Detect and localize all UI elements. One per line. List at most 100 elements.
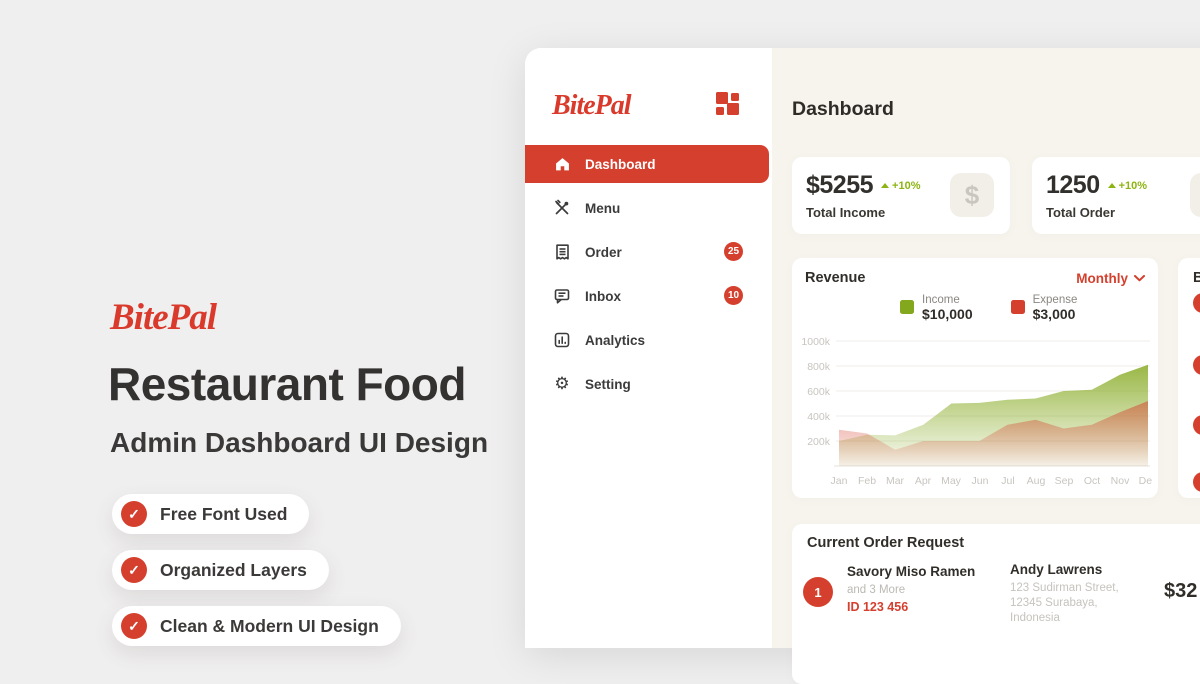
best-seller-title: Best Seller <box>1193 270 1200 286</box>
svg-text:400k: 400k <box>807 411 831 423</box>
promo-brand-logo: BitePal <box>110 297 217 338</box>
expense-area-series <box>839 401 1148 466</box>
revenue-area-chart: 1000k 800k 600k 400k 200k Jan Feb Mar Ap… <box>801 336 1152 487</box>
expense-swatch <box>1010 300 1025 314</box>
svg-text:Oct: Oct <box>1084 475 1100 487</box>
sidebar-item-order[interactable]: Order 25 <box>525 233 772 271</box>
gear-icon: ⚙ <box>554 374 570 394</box>
svg-text:May: May <box>941 475 962 487</box>
sidebar-item-label: Order <box>585 244 622 260</box>
sidebar-item-menu[interactable]: Menu <box>525 189 772 227</box>
stat-value: 1250 <box>1046 171 1100 199</box>
svg-text:200k: 200k <box>807 436 831 448</box>
legend-name: Income <box>922 294 960 306</box>
sidebar-item-label: Dashboard <box>585 156 656 172</box>
feature-badge: ✓ Organized Layers <box>112 550 329 590</box>
sidebar-item-analytics[interactable]: Analytics <box>525 321 772 359</box>
svg-text:Feb: Feb <box>858 475 876 487</box>
svg-text:Sep: Sep <box>1055 475 1074 487</box>
legend-value: $3,000 <box>1032 306 1076 322</box>
feature-badge: ✓ Clean & Modern UI Design <box>112 606 401 646</box>
feature-badge-label: Free Font Used <box>160 503 288 524</box>
svg-text:Jan: Jan <box>831 475 848 487</box>
feature-badge-label: Organized Layers <box>160 559 307 580</box>
rank-badge: 4 <box>1193 472 1200 492</box>
svg-text:600k: 600k <box>807 386 831 398</box>
svg-text:Aug: Aug <box>1027 475 1046 487</box>
legend-name: Expense <box>1032 294 1078 306</box>
home-icon <box>553 155 571 173</box>
sidebar-item-label: Setting <box>585 376 631 392</box>
dollar-icon: $ <box>950 173 994 217</box>
chat-icon <box>553 287 571 305</box>
order-rank-badge: 1 <box>803 577 833 607</box>
stat-card-total-order: 1250 +10% Total Order <box>1032 157 1200 234</box>
order-customer-address: 123 Sudirman Street, 12345 Surabaya, Ind… <box>1010 582 1119 624</box>
chart-legend: Income $10,000 Expense $3,000 <box>900 294 1077 322</box>
chevron-down-icon <box>1134 275 1145 282</box>
promo-subtitle: Admin Dashboard UI Design <box>110 427 489 458</box>
feature-badges: ✓ Free Font Used ✓ Organized Layers ✓ Cl… <box>112 494 401 646</box>
stat-card-total-income: $5255 +10% Total Income $ <box>792 157 1010 234</box>
legend-income: Income $10,000 <box>900 294 973 322</box>
sidebar-item-label: Menu <box>585 200 621 216</box>
check-icon: ✓ <box>121 613 147 639</box>
svg-text:Jun: Jun <box>972 475 989 487</box>
order-more-items: and 3 More <box>847 584 906 596</box>
check-icon: ✓ <box>121 501 147 527</box>
rank-badge: 3 <box>1193 415 1200 435</box>
sidebar-item-setting[interactable]: ⚙ Setting <box>525 365 772 403</box>
order-customer-name: Andy Lawrens <box>1010 562 1103 577</box>
sidebar-item-label: Analytics <box>585 332 646 348</box>
income-swatch <box>900 300 914 314</box>
inbox-count-badge: 10 <box>724 286 743 305</box>
orders-title: Current Order Request <box>807 535 965 551</box>
current-order-request-card: Current Order Request 1 Savory Miso Rame… <box>792 524 1200 684</box>
triangle-up-icon <box>1107 183 1116 188</box>
feature-badge: ✓ Free Font Used <box>112 494 310 534</box>
rank-badge: 1 <box>1193 293 1200 313</box>
x-axis-labels: Jan Feb Mar Apr May Jun Jul Aug Sep Oct … <box>831 475 1152 487</box>
svg-text:Dec: Dec <box>1139 475 1152 487</box>
sidebar: BitePal Dashboard Menu <box>525 48 772 648</box>
sidebar-item-dashboard[interactable]: Dashboard <box>525 145 769 183</box>
order-id: ID 123 456 <box>847 600 909 614</box>
best-seller-card: Best Seller 1 2 3 4 <box>1178 258 1200 498</box>
apps-grid-icon[interactable] <box>716 92 739 115</box>
stat-delta: +10% <box>881 180 920 192</box>
receipt-icon <box>1190 173 1200 217</box>
order-count-badge: 25 <box>724 242 743 261</box>
rank-badge: 2 <box>1193 355 1200 375</box>
promo-title: Restaurant Food <box>108 358 466 410</box>
svg-text:Jul: Jul <box>1001 475 1014 487</box>
check-icon: ✓ <box>121 557 147 583</box>
page-title: Dashboard <box>792 98 894 120</box>
revenue-card: Revenue Monthly Income $10,000 Expense $… <box>792 258 1158 498</box>
legend-value: $10,000 <box>922 306 973 322</box>
receipt-icon <box>553 243 571 261</box>
stat-label: Total Order <box>1046 205 1116 220</box>
svg-text:Nov: Nov <box>1111 475 1130 487</box>
utensils-icon <box>553 199 571 217</box>
revenue-title: Revenue <box>805 270 866 286</box>
stat-delta: +10% <box>1107 180 1147 192</box>
app-logo: BitePal <box>552 90 632 121</box>
svg-text:1000k: 1000k <box>801 336 830 348</box>
svg-text:Apr: Apr <box>915 475 932 487</box>
svg-text:Mar: Mar <box>886 475 905 487</box>
sidebar-item-label: Inbox <box>585 288 621 304</box>
feature-badge-label: Clean & Modern UI Design <box>160 615 379 636</box>
order-price: $32 <box>1164 580 1198 602</box>
sidebar-nav: Dashboard Menu <box>525 145 772 409</box>
svg-text:800k: 800k <box>807 361 831 373</box>
revenue-period-dropdown[interactable]: Monthly <box>1076 271 1145 286</box>
y-axis-labels: 1000k 800k 600k 400k 200k <box>801 336 830 448</box>
sidebar-item-inbox[interactable]: Inbox 10 <box>525 277 772 315</box>
stat-value: $5255 <box>806 171 874 199</box>
stat-label: Total Income <box>806 205 886 220</box>
legend-expense: Expense $3,000 <box>1010 294 1078 322</box>
triangle-up-icon <box>881 183 890 188</box>
order-item-name: Savory Miso Ramen <box>847 564 976 579</box>
bar-chart-icon <box>553 331 571 349</box>
dashboard-mockup: BitePal Dashboard Menu <box>525 48 1200 684</box>
